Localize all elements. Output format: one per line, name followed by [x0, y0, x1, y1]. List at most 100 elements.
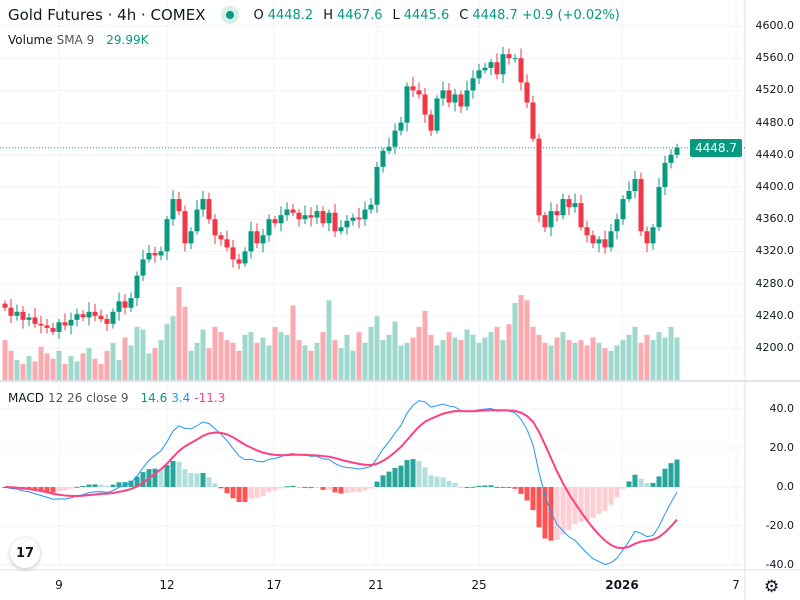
volume-bar: [644, 334, 650, 380]
volume-bar: [398, 345, 404, 380]
candle-body: [410, 86, 416, 91]
volume-bar: [56, 350, 62, 380]
macd-histogram-bar: [278, 487, 284, 489]
volume-bar: [482, 337, 488, 380]
candle-body: [326, 212, 332, 224]
open-value: 4448.2: [267, 7, 314, 23]
macd-histogram-bar: [200, 472, 206, 487]
macd-histogram-bar: [500, 486, 506, 488]
macd-tick: 0.0: [776, 480, 795, 493]
candle-body: [44, 325, 50, 328]
price-tick: 4600.0: [755, 19, 795, 32]
volume-bar: [632, 326, 638, 380]
volume-bar: [2, 340, 8, 380]
macd-histogram-bar: [596, 487, 602, 514]
candle-body: [230, 247, 236, 260]
volume-bar: [392, 321, 398, 380]
macd-histogram-bar: [536, 487, 542, 528]
candle-body: [290, 209, 296, 213]
candle-body: [134, 275, 140, 299]
macd-histogram-bar: [266, 487, 272, 493]
macd-histogram-bar: [416, 461, 422, 487]
volume-bar: [260, 337, 266, 380]
macd-histogram-bar: [476, 485, 482, 487]
candle-body: [260, 235, 266, 244]
candle-body: [470, 78, 476, 91]
macd-legend[interactable]: MACD 12 26 close 9 14.6 3.4 -11.3: [8, 391, 225, 405]
macd-histogram-bar: [128, 480, 134, 487]
volume-bar: [524, 300, 530, 380]
volume-bar: [542, 342, 548, 380]
candle-body: [458, 94, 464, 107]
candle-body: [500, 54, 506, 75]
volume-legend[interactable]: Volume SMA 9 29.99K: [8, 33, 149, 47]
candle-body: [218, 235, 224, 240]
volume-bar: [410, 337, 416, 380]
volume-bar: [590, 337, 596, 380]
macd-histogram-bar: [308, 487, 314, 489]
macd-histogram-bar: [320, 487, 326, 490]
macd-histogram-bar: [644, 483, 650, 487]
volume-bar: [218, 332, 224, 380]
volume-bar: [650, 340, 656, 380]
candle-body: [488, 62, 494, 68]
macd-histogram-bar: [386, 471, 392, 487]
candle-body: [542, 215, 548, 228]
macd-histogram-bar: [302, 487, 308, 488]
candle-body: [644, 231, 650, 244]
candle-body: [26, 317, 32, 320]
macd-histogram-bar: [326, 487, 332, 490]
candle-body: [92, 311, 98, 316]
candle-body: [302, 215, 308, 220]
volume-bar: [602, 348, 608, 380]
price-tick: 4320.0: [755, 244, 795, 258]
candle-body: [188, 231, 194, 244]
macd-histogram-bar: [542, 487, 548, 539]
volume-bar: [494, 326, 500, 380]
volume-bar: [476, 342, 482, 380]
volume-bar: [116, 360, 122, 380]
settings-gear-icon[interactable]: ⚙: [764, 577, 780, 597]
candle-body: [668, 154, 674, 163]
macd-histogram-bar: [434, 476, 440, 487]
candle-body: [68, 319, 74, 326]
volume-bar: [224, 340, 230, 380]
macd-histogram-bar: [380, 475, 386, 487]
volume-bar: [86, 348, 92, 380]
macd-histogram-bar: [626, 481, 632, 487]
macd-tick: -40.0: [765, 558, 794, 571]
candle-body: [344, 220, 350, 228]
candle-body: [242, 251, 248, 264]
macd-histogram-bar: [344, 487, 350, 494]
macd-histogram-bar: [632, 474, 638, 487]
macd-histogram-bar: [236, 487, 242, 502]
volume-bar: [122, 337, 128, 380]
macd-histogram-bar: [242, 487, 248, 503]
volume-bar: [584, 345, 590, 380]
candle-body: [200, 199, 206, 210]
macd-label: MACD: [8, 391, 44, 405]
volume-bar: [614, 345, 620, 380]
macd-histogram-bar: [152, 468, 158, 487]
volume-bar: [668, 326, 674, 380]
candle-body: [116, 301, 122, 312]
volume-bar: [176, 287, 182, 380]
volume-bar: [152, 348, 158, 380]
macd-hist-value: 14.6: [140, 391, 168, 405]
volume-bar: [134, 326, 140, 380]
candle-body: [428, 114, 434, 131]
symbol-title[interactable]: Gold Futures · 4h · COMEX: [8, 6, 206, 24]
macd-histogram-bar: [530, 487, 536, 511]
candle-body: [650, 227, 656, 244]
volume-bar: [560, 332, 566, 380]
candle-body: [512, 58, 518, 60]
candle-body: [482, 67, 488, 71]
candle-body: [380, 150, 386, 167]
candle-body: [308, 215, 314, 218]
tradingview-logo[interactable]: 17: [10, 538, 40, 568]
candle-body: [164, 219, 170, 252]
macd-histogram-bar: [470, 486, 476, 488]
candle-body: [626, 191, 632, 200]
candle-body: [524, 82, 530, 103]
